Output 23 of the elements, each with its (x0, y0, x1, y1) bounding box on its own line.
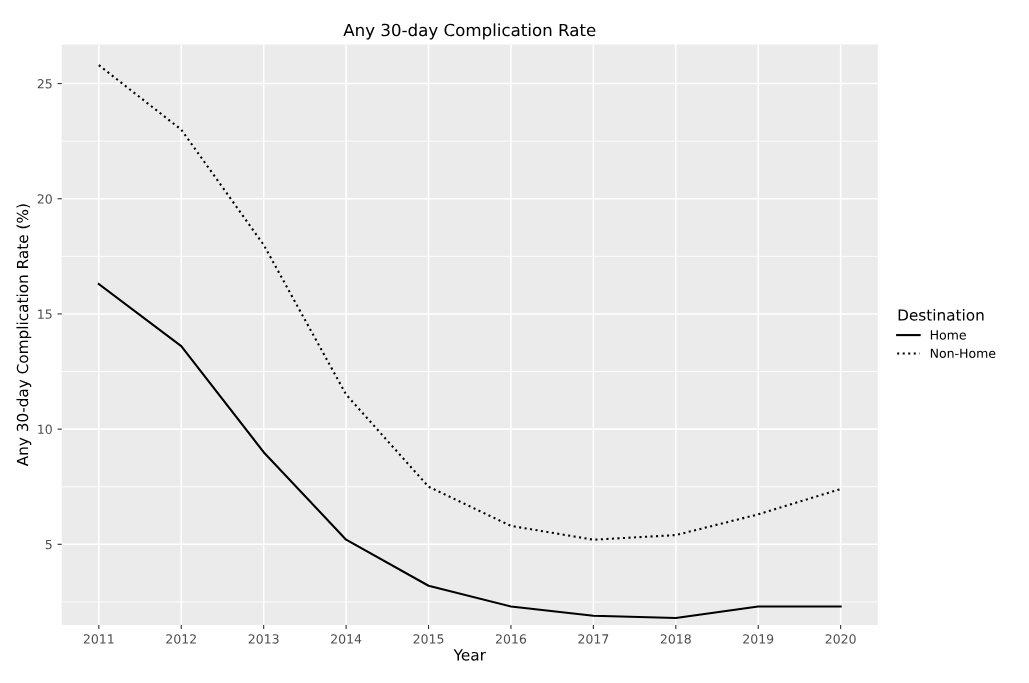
chart-title: Any 30-day Complication Rate (343, 23, 596, 40)
x-tick-label: 2017 (578, 634, 609, 644)
legend-title: Destination (898, 308, 984, 321)
x-tick-label: 2011 (83, 634, 114, 644)
legend-label: Home (930, 330, 966, 340)
x-tick-label: 2013 (248, 634, 279, 644)
y-tick-label: 15 (38, 309, 52, 319)
x-tick-label: 2012 (166, 634, 196, 644)
line-series (97, 64, 842, 541)
y-axis-title: Any 30-day Complication Rate (%) (16, 204, 32, 467)
y-tick-label: 5 (45, 539, 52, 550)
y-tick-label: 20 (37, 194, 52, 204)
y-tick-label: 10 (38, 424, 52, 435)
x-tick-label: 2015 (413, 634, 444, 644)
x-tick-label: 2016 (495, 634, 527, 644)
legend-label: Non-Home (930, 348, 996, 358)
x-tick-label: 2020 (825, 634, 856, 644)
y-tick-label: 25 (37, 79, 52, 89)
x-tick-label: 2018 (660, 634, 691, 644)
x-tick-label: 2014 (331, 634, 362, 644)
line-series (97, 282, 842, 620)
x-axis-title: Year (453, 649, 486, 661)
x-tick-label: 2019 (743, 634, 774, 644)
